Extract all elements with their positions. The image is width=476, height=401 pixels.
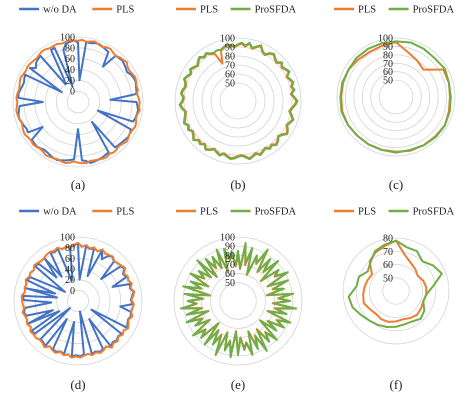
grid-ring	[210, 73, 266, 129]
tick-label: 50	[383, 76, 393, 87]
series-line	[15, 38, 141, 165]
tick-label: 50	[225, 278, 235, 289]
legend-label: ProSFDA	[413, 5, 455, 16]
tick-label: 70	[383, 59, 393, 70]
grid-ring	[66, 289, 90, 313]
panel-caption: (a)	[71, 177, 85, 192]
legend-label: PLS	[200, 5, 218, 16]
tick-label: 60	[225, 70, 235, 81]
legend-label: ProSFDA	[255, 5, 297, 16]
grid-ring	[219, 82, 257, 120]
grid-ring	[210, 273, 266, 329]
tick-label: 100	[220, 34, 235, 45]
tick-label: 60	[383, 67, 393, 78]
tick-label: 0	[70, 87, 75, 98]
series-line	[339, 40, 452, 154]
legend-label: PLS	[200, 207, 218, 218]
panel-caption: (e)	[231, 377, 245, 392]
grid-ring	[369, 264, 423, 318]
panel-caption: (c)	[389, 177, 403, 192]
grid-ring	[192, 55, 284, 147]
grid-ring	[174, 37, 302, 165]
series-line	[362, 239, 428, 323]
legend-label: w/o DA	[43, 5, 77, 16]
tick-label: 60	[225, 269, 235, 280]
grid-ring	[45, 69, 111, 135]
tick-label: 70	[225, 260, 235, 271]
grid-ring	[66, 90, 90, 114]
tick-label: 100	[60, 233, 75, 244]
series-line	[17, 39, 140, 164]
series-line	[178, 41, 299, 161]
grid-ring	[361, 62, 431, 132]
tick-label: 40	[65, 65, 75, 76]
captions: (a) (b) (c) (d) (e) (f)	[70, 177, 403, 392]
grid-ring	[342, 237, 450, 345]
tick-label: 80	[225, 52, 235, 63]
series-line	[347, 239, 443, 329]
grid-ring	[378, 79, 414, 115]
legend-label: ProSFDA	[413, 207, 455, 218]
grid-ring	[55, 79, 101, 125]
tick-label: 50	[383, 273, 393, 284]
tick-label: 50	[225, 79, 235, 90]
panel-caption: (d)	[70, 377, 85, 392]
tick-label: 60	[65, 254, 75, 265]
tick-label: 20	[65, 76, 75, 87]
tick-label: 80	[225, 251, 235, 262]
tick-label: 90	[383, 42, 393, 53]
tick-label: 20	[65, 275, 75, 286]
tick-label: 70	[225, 61, 235, 72]
tick-label: 90	[225, 43, 235, 54]
panel-caption: (b)	[230, 177, 245, 192]
tick-label: 70	[383, 247, 393, 258]
legend-label: w/o DA	[43, 207, 77, 218]
legend-label: ProSFDA	[255, 207, 297, 218]
grid-ring	[12, 36, 144, 168]
series-line	[20, 241, 136, 359]
grid-ring	[370, 71, 422, 123]
tick-label: 60	[65, 54, 75, 65]
grid-ring	[173, 236, 303, 366]
tick-label: 100	[60, 33, 75, 44]
tick-label: 60	[383, 260, 393, 271]
grid-ring	[56, 279, 100, 323]
grid-ring	[201, 264, 275, 338]
tick-label: 100	[220, 233, 235, 244]
grid-ring	[345, 46, 447, 148]
tick-label: 80	[65, 243, 75, 254]
tick-label: 0	[70, 286, 75, 297]
legend-label: PLS	[116, 207, 134, 218]
grid-ring	[353, 54, 439, 140]
grid-ring	[382, 277, 410, 305]
grid-ring	[219, 282, 257, 320]
grid-ring	[336, 37, 456, 157]
panel-caption: (f)	[390, 377, 403, 392]
tick-label: 100	[378, 34, 393, 45]
tick-label: 80	[383, 50, 393, 61]
legend-label: PLS	[358, 5, 376, 16]
grid-ring	[355, 250, 437, 332]
legend-label: PLS	[116, 5, 134, 16]
grid-ring	[201, 64, 275, 138]
tick-label: 80	[65, 43, 75, 54]
tick-label: 80	[383, 234, 393, 245]
grid-ring	[13, 236, 143, 366]
tick-label: 40	[65, 265, 75, 276]
series-line	[179, 241, 298, 359]
radar-panel: 50 60 70 80 PLS ProSFDA	[334, 207, 455, 345]
legend-label: PLS	[358, 207, 376, 218]
tick-label: 90	[225, 242, 235, 253]
